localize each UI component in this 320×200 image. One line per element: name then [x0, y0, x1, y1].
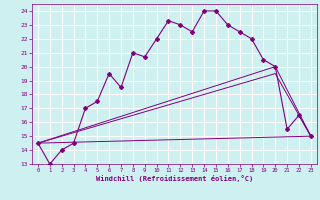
- X-axis label: Windchill (Refroidissement éolien,°C): Windchill (Refroidissement éolien,°C): [96, 175, 253, 182]
